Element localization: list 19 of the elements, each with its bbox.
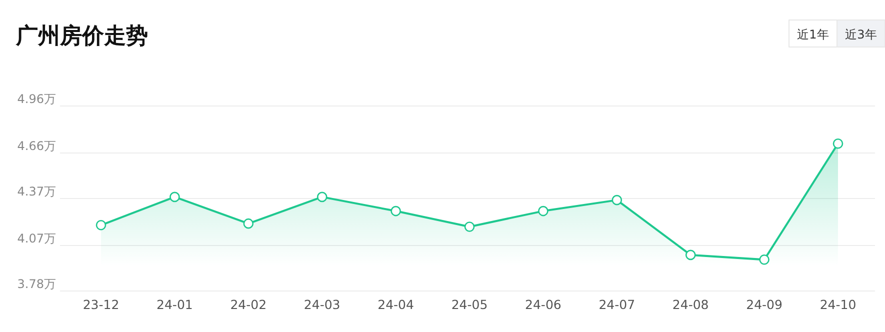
x-tick-label: 24-05: [451, 297, 488, 312]
y-tick-label: 3.78万: [17, 277, 56, 291]
x-tick-label: 24-06: [525, 297, 562, 312]
y-tick-label: 4.07万: [17, 232, 56, 246]
y-tick-label: 4.66万: [17, 139, 56, 154]
text: 近1年: [797, 28, 829, 42]
x-tick-label: 24-02: [230, 297, 267, 312]
x-tick-label: 24-08: [672, 297, 709, 312]
y-tick-label: 4.37万: [17, 184, 56, 198]
x-tick-label: 24-01: [156, 297, 193, 312]
x-tick-label: 23-12: [82, 297, 120, 312]
x-tick-label: 24-10: [820, 297, 856, 312]
x-tick-label: 24-07: [598, 297, 636, 312]
x-tick-label: 24-03: [304, 297, 340, 312]
text: 近3年: [845, 28, 877, 42]
x-tick-label: 24-09: [746, 297, 783, 312]
chart-title: 广州房价走势: [15, 23, 148, 49]
y-tick-label: 4.96万: [17, 92, 56, 106]
x-tick-label: 24-04: [378, 297, 414, 312]
